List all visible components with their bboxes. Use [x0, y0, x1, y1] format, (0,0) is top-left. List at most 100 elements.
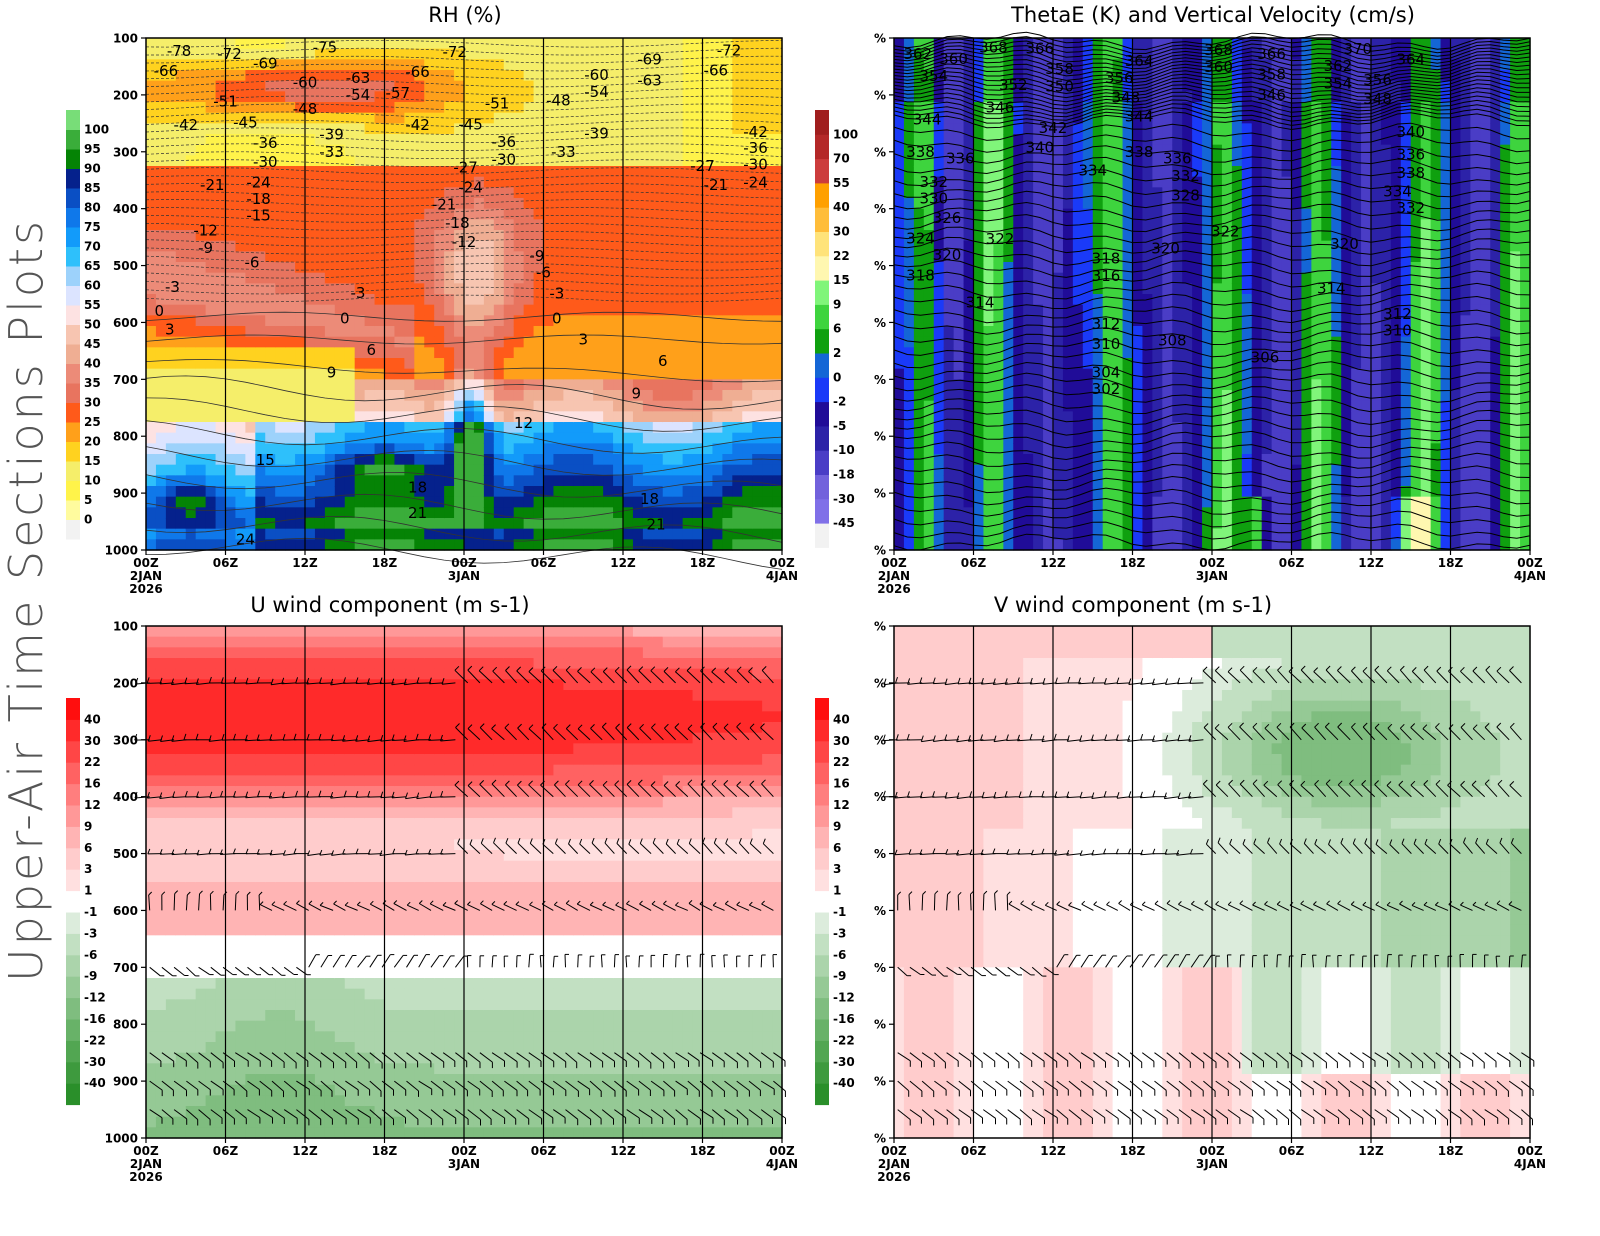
field-cell [165, 528, 177, 540]
field-cell [285, 411, 296, 423]
field-cell [1053, 208, 1064, 220]
field-cell [464, 443, 475, 455]
dashed-contour [145, 278, 783, 287]
field-cell [672, 144, 684, 156]
field-cell [295, 432, 306, 444]
field-cell [146, 70, 157, 82]
field-cell [1241, 187, 1253, 199]
field-cell [973, 422, 985, 434]
field-cell [444, 70, 455, 82]
field-cell [354, 422, 366, 434]
field-cell [553, 475, 564, 487]
contour-label: -45 [458, 115, 483, 133]
field-cell [225, 187, 237, 199]
field-cell [275, 443, 286, 455]
field-cell [702, 112, 714, 124]
field-cell [742, 528, 753, 540]
field-cell [752, 283, 763, 295]
field-cell [1122, 176, 1134, 188]
field-cell [1152, 59, 1163, 71]
field-cell [953, 358, 965, 370]
field-cell [1033, 379, 1044, 391]
field-cell [195, 539, 207, 551]
field-cell [1231, 358, 1243, 370]
field-cell [613, 144, 624, 156]
field-cell [702, 528, 714, 540]
field-cell [444, 400, 455, 412]
field-cell [632, 454, 644, 466]
field-cell [1102, 251, 1114, 263]
field-cell [354, 486, 366, 498]
field-cell [155, 518, 167, 530]
field-cell [682, 464, 694, 476]
field-cell [1142, 134, 1153, 146]
field-cell [305, 198, 316, 210]
field-cell [973, 400, 985, 412]
field-cell [903, 475, 915, 487]
field-cell [245, 368, 256, 380]
field-cell [1152, 272, 1163, 284]
field-cell [1122, 208, 1134, 220]
field-cell [993, 187, 1004, 199]
field-cell [583, 379, 594, 391]
field-cell [235, 368, 246, 380]
field-cell [215, 59, 227, 71]
field-cell [185, 230, 197, 242]
field-cell [752, 230, 763, 242]
field-cell [295, 166, 306, 178]
field-cell [314, 379, 326, 391]
field-cell [424, 208, 435, 220]
field-cell [1062, 507, 1074, 519]
field-cell [374, 123, 386, 135]
field-cell [1102, 422, 1114, 434]
field-cell [702, 251, 714, 263]
field-cell [543, 144, 555, 156]
field-cell [894, 304, 905, 316]
field-cell [662, 102, 674, 114]
field-cell [973, 475, 985, 487]
field-cell [225, 486, 237, 498]
field-cell [1132, 432, 1144, 444]
field-cell [414, 198, 425, 210]
field-cell [444, 80, 455, 92]
field-cell [722, 411, 733, 423]
field-cell [1162, 518, 1173, 530]
field-cell [404, 134, 415, 146]
field-cell [993, 198, 1004, 210]
field-cell [573, 144, 584, 156]
field-cell [573, 208, 584, 220]
field-cell [1102, 48, 1114, 60]
field-cell [903, 208, 915, 220]
field-cell [215, 48, 227, 60]
field-cell [732, 358, 743, 370]
field-cell [1072, 176, 1084, 188]
field-cell [1072, 230, 1084, 242]
field-cell [1142, 155, 1153, 167]
field-cell [394, 368, 405, 380]
field-cell [334, 134, 346, 146]
y-tick-label: 900 [113, 487, 138, 501]
field-cell [1112, 187, 1124, 199]
field-cell [682, 112, 694, 124]
field-cell [672, 411, 684, 423]
field-cell [1202, 59, 1213, 71]
field-cell [553, 155, 564, 167]
field-cell [894, 496, 905, 508]
field-cell [434, 144, 445, 156]
field-cell [175, 144, 187, 156]
field-cell [155, 454, 167, 466]
field-cell [384, 518, 396, 530]
field-cell [245, 59, 256, 71]
field-cell [1062, 496, 1074, 508]
field-cell [623, 251, 634, 263]
field-cell [923, 528, 935, 540]
field-cell [1092, 262, 1104, 274]
field-cell [473, 208, 485, 220]
field-cell [603, 400, 614, 412]
field-cell [146, 251, 157, 263]
field-cell [702, 240, 714, 252]
field-cell [354, 390, 366, 402]
field-cell [943, 230, 955, 242]
field-cell [772, 38, 783, 50]
field-cell [533, 422, 545, 434]
